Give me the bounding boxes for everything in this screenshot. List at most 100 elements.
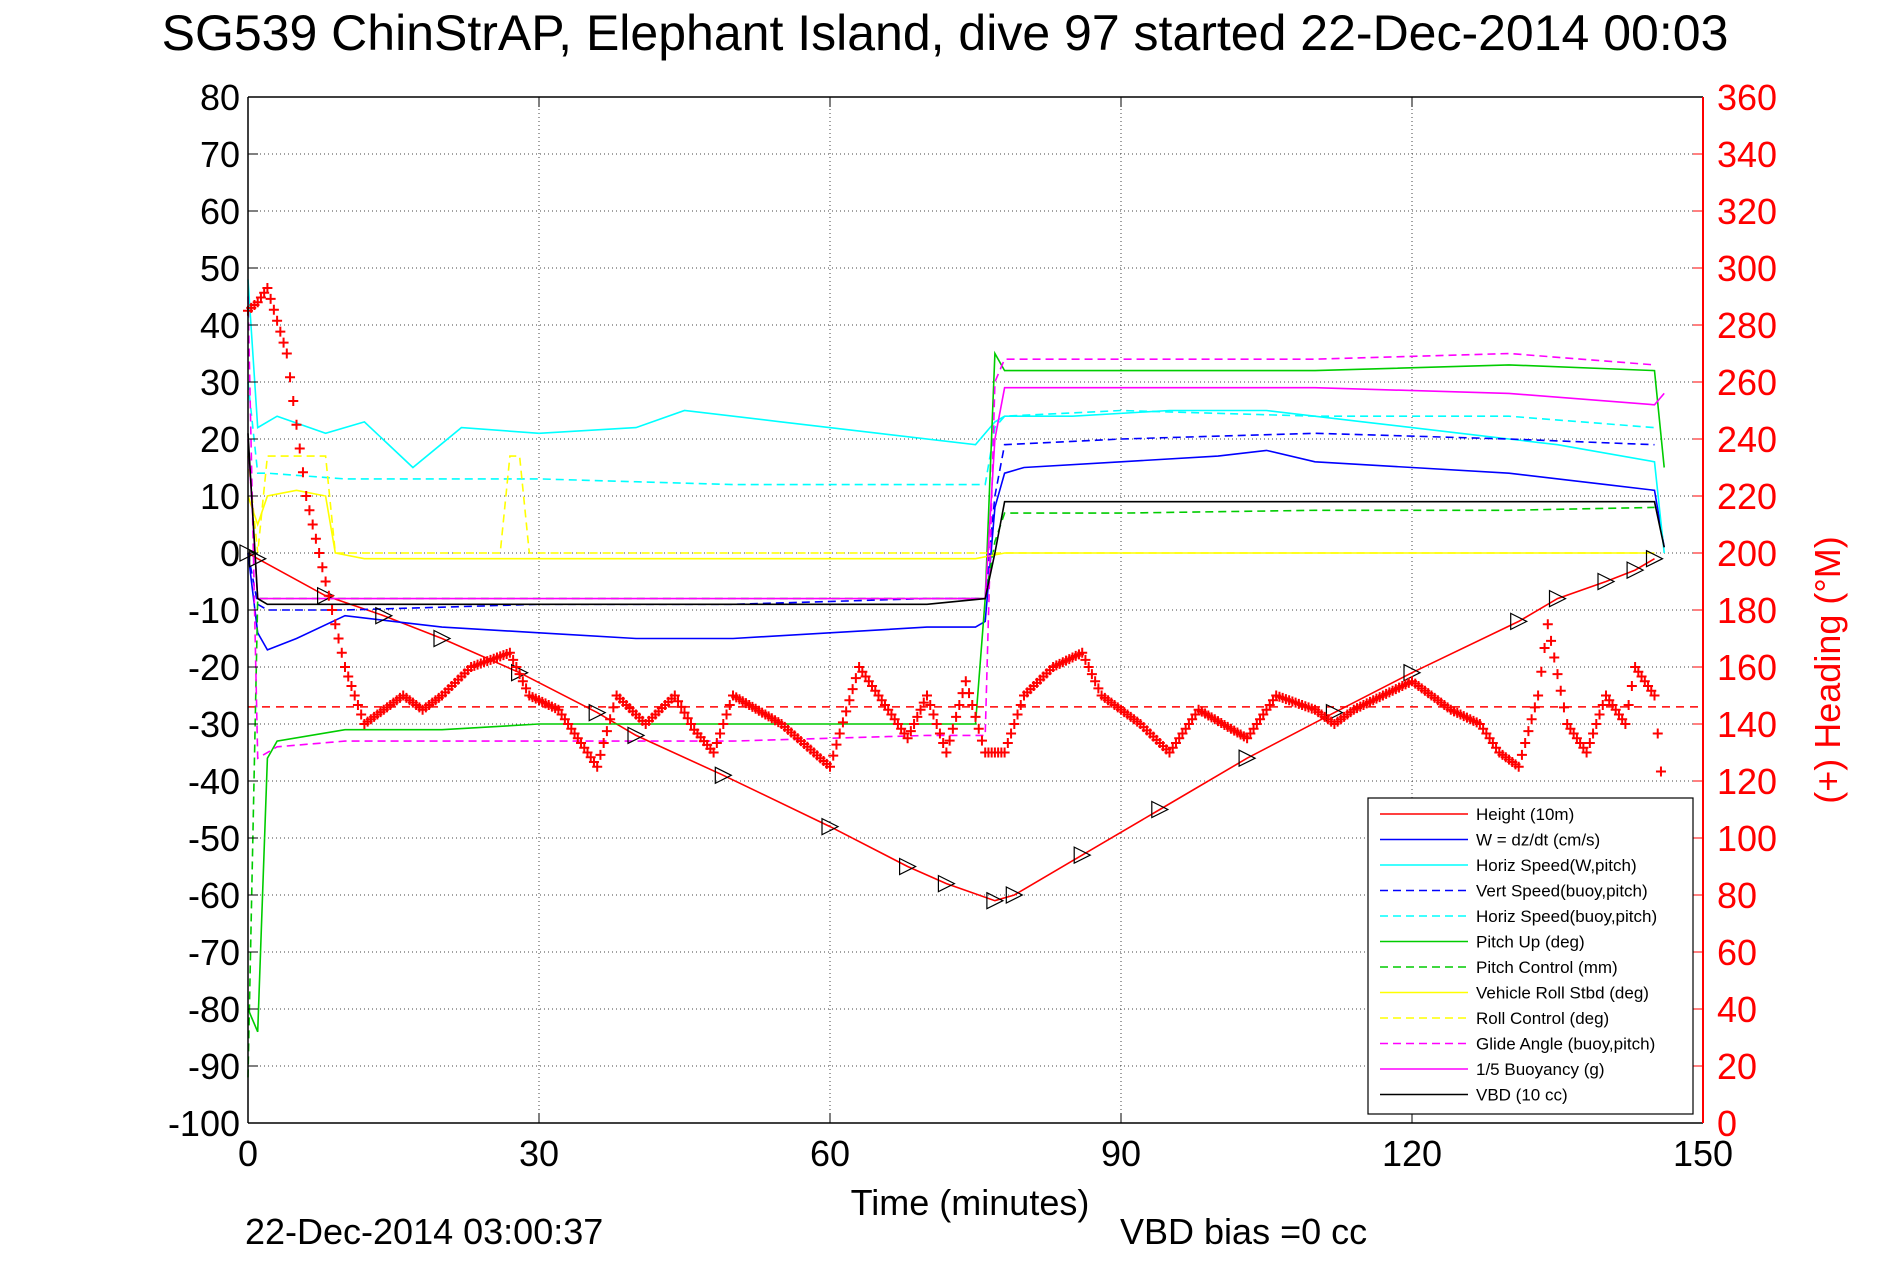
heading-marker — [1597, 700, 1608, 710]
heading-marker — [323, 590, 334, 601]
heading-marker — [967, 700, 978, 710]
heading-marker — [1077, 647, 1088, 658]
y-tick-label: -90 — [188, 1046, 240, 1087]
depth-marker — [588, 703, 607, 722]
depth-marker — [1626, 561, 1645, 580]
depth-marker — [1645, 549, 1664, 568]
heading-marker — [1093, 683, 1104, 694]
y-tick-label: -30 — [188, 704, 240, 745]
heading-marker — [333, 633, 344, 644]
depth-marker — [1325, 703, 1344, 722]
y2-tick-label: 320 — [1717, 191, 1777, 232]
heading-marker — [272, 315, 283, 326]
heading-marker — [831, 739, 842, 750]
heading-marker — [285, 372, 296, 383]
heading-marker — [301, 491, 312, 501]
heading-marker — [669, 690, 680, 701]
heading-marker — [679, 707, 690, 718]
y-tick-label: 60 — [200, 191, 240, 232]
heading-marker — [1655, 766, 1666, 777]
heading-marker — [1009, 719, 1020, 729]
heading-marker — [1549, 652, 1560, 663]
y-tick-label: 10 — [200, 476, 240, 517]
heading-marker — [291, 419, 302, 430]
heading-marker — [297, 467, 308, 478]
heading-marker — [1523, 726, 1534, 737]
heading-marker — [352, 700, 363, 710]
legend-box — [1367, 797, 1694, 1115]
y-tick-label: -50 — [188, 818, 240, 859]
heading-marker — [1513, 761, 1524, 772]
y2-tick-label: 0 — [1717, 1103, 1737, 1144]
heading-marker — [340, 662, 350, 672]
axes: 0 30 60 90 120 15080706050403020100-10-20-30-… — [168, 77, 1777, 1174]
depth-marker — [1005, 886, 1024, 904]
heading-marker — [1546, 635, 1557, 646]
heading-marker — [918, 697, 929, 708]
heading-marker — [844, 695, 855, 706]
heading-marker — [847, 684, 858, 695]
legend: Height (10m) W = dz/dt (cm/s) Horiz Speed(… — [1367, 797, 1694, 1115]
heading-marker — [346, 681, 357, 691]
heading-marker — [310, 533, 321, 544]
heading-marker — [1620, 719, 1631, 729]
heading-marker — [711, 738, 722, 748]
heading-series — [243, 282, 1666, 777]
heading-marker — [938, 738, 949, 748]
heading-marker — [307, 519, 318, 530]
depth-marker — [1151, 800, 1170, 819]
x-tick-label: 60 — [810, 1133, 850, 1174]
y2-tick-label: 180 — [1717, 590, 1777, 631]
depth-marker — [1073, 846, 1092, 865]
series-line-9 — [247, 455, 1655, 554]
depth-marker — [898, 857, 917, 876]
legend-label-4: Vert Speed(buoy,pitch) — [1476, 882, 1648, 901]
heading-marker — [262, 282, 273, 293]
heading-marker — [944, 735, 955, 746]
heading-marker — [508, 654, 519, 665]
heading-marker — [912, 711, 923, 722]
heading-marker — [349, 690, 360, 701]
x-tick-label: 150 — [1673, 1133, 1733, 1174]
depth-marker — [433, 629, 452, 648]
footer-vbd-bias: VBD bias =0 cc — [1120, 1211, 1367, 1252]
depth-marker — [1238, 749, 1257, 768]
heading-marker — [931, 719, 942, 729]
heading-marker — [1584, 738, 1595, 748]
depth-marker — [627, 726, 646, 745]
heading-marker — [317, 562, 328, 573]
y2-axis-label: (+) Heading (°M) — [1807, 536, 1848, 803]
legend-label-10: Glide Angle (buoy,pitch) — [1476, 1035, 1655, 1054]
heading-marker — [999, 747, 1010, 758]
heading-marker — [685, 719, 696, 729]
legend-label-7: Pitch Control (mm) — [1476, 958, 1618, 977]
series-line-10 — [247, 296, 1655, 760]
heading-marker — [850, 673, 861, 684]
heading-marker — [1516, 749, 1527, 760]
depth-marker — [714, 766, 733, 785]
series-line-8 — [247, 489, 1655, 560]
heading-marker — [1581, 747, 1592, 758]
heading-marker — [715, 728, 726, 739]
series-line-5 — [247, 381, 1655, 486]
y2-tick-label: 140 — [1717, 704, 1777, 745]
heading-marker — [1649, 690, 1660, 701]
y-tick-label: 20 — [200, 419, 240, 460]
heading-marker — [605, 714, 616, 725]
heading-marker — [825, 761, 835, 772]
heading-marker — [708, 747, 719, 758]
heading-marker — [1520, 738, 1531, 748]
series-line-12 — [247, 433, 1665, 606]
heading-marker — [330, 619, 341, 630]
heading-marker — [676, 701, 687, 712]
heading-marker — [718, 719, 729, 729]
y-tick-label: -70 — [188, 932, 240, 973]
heading-marker — [928, 709, 939, 720]
heading-marker — [976, 735, 987, 746]
y-tick-label: 80 — [200, 77, 240, 118]
heading-marker — [268, 304, 279, 315]
heading-marker — [1080, 654, 1091, 665]
heading-marker — [828, 750, 839, 761]
heading-marker — [1652, 728, 1663, 739]
